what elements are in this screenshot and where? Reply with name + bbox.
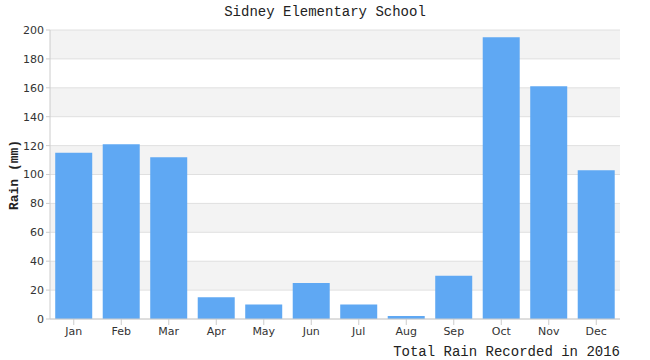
svg-text:60: 60 xyxy=(30,226,44,239)
svg-text:Oct: Oct xyxy=(492,325,512,338)
svg-text:May: May xyxy=(252,325,275,338)
svg-text:80: 80 xyxy=(30,197,44,210)
svg-text:Feb: Feb xyxy=(112,325,131,338)
svg-text:Aug: Aug xyxy=(396,325,417,338)
svg-text:160: 160 xyxy=(23,82,44,95)
svg-text:Mar: Mar xyxy=(158,325,179,338)
svg-text:Apr: Apr xyxy=(207,325,227,338)
html-text:Rain (mm): Rain (mm) xyxy=(6,139,22,211)
html-text:Total Rain Recorded in 2016: Total Rain Recorded in 2016 xyxy=(393,344,620,360)
svg-text:Sep: Sep xyxy=(443,325,464,338)
svg-text:0: 0 xyxy=(37,313,44,326)
svg-text:120: 120 xyxy=(23,140,44,153)
svg-text:Jul: Jul xyxy=(351,325,365,338)
svg-text:Jun: Jun xyxy=(302,325,320,338)
html-text:Sidney Elementary School: Sidney Elementary School xyxy=(224,4,426,20)
svg-text:Nov: Nov xyxy=(538,325,560,338)
svg-text:200: 200 xyxy=(23,24,44,37)
svg-text:Jan: Jan xyxy=(64,325,82,338)
svg-text:40: 40 xyxy=(30,255,44,268)
svg-text:Dec: Dec xyxy=(586,325,607,338)
svg-text:180: 180 xyxy=(23,53,44,66)
svg-text:20: 20 xyxy=(30,284,44,297)
svg-text:100: 100 xyxy=(23,168,44,181)
svg-text:140: 140 xyxy=(23,111,44,124)
